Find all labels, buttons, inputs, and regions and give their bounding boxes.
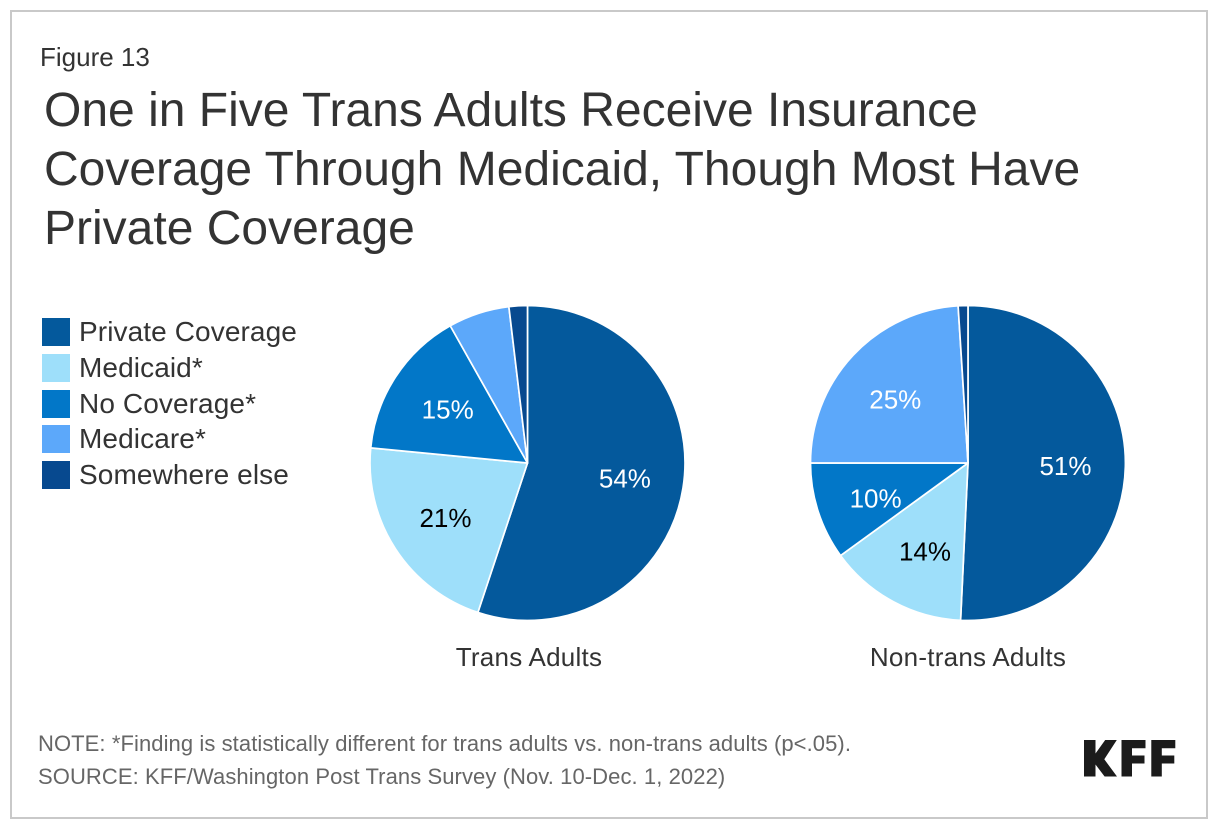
svg-text:25%: 25% [869,384,921,414]
svg-text:14%: 14% [899,536,951,566]
svg-text:15%: 15% [422,395,474,425]
svg-text:21%: 21% [419,503,471,533]
svg-text:54%: 54% [599,464,651,494]
svg-text:10%: 10% [850,484,902,514]
svg-text:51%: 51% [1039,451,1091,481]
